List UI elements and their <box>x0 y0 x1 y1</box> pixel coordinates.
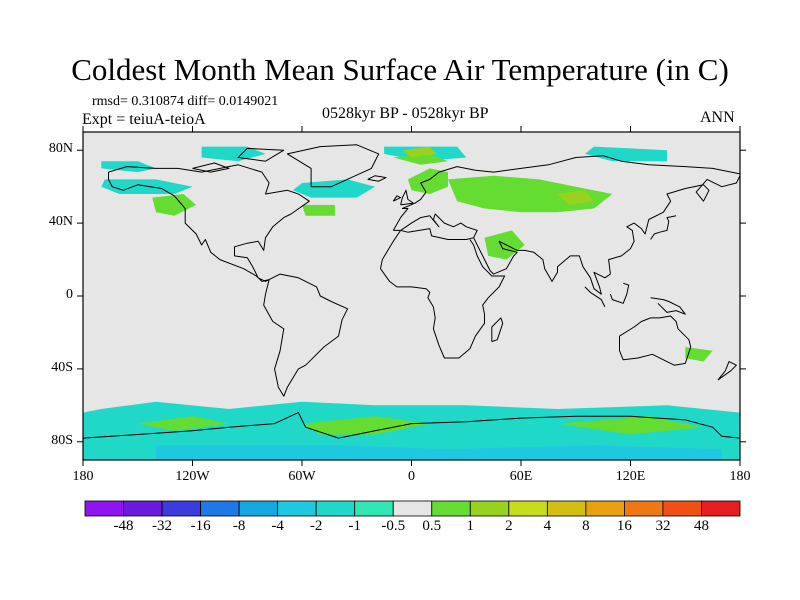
coastline <box>491 317 504 343</box>
colorbar-label: -0.5 <box>381 518 406 534</box>
colorbar-swatch <box>585 500 625 517</box>
colorbar-swatch <box>84 500 124 517</box>
anomaly-region <box>584 146 667 162</box>
colorbar-swatch <box>546 500 587 517</box>
anomaly-region <box>156 445 722 460</box>
anomaly-region <box>484 230 525 260</box>
coastline <box>108 164 310 282</box>
colorbar-label: -1 <box>348 518 361 534</box>
lat-tick-label: 0 <box>66 287 73 302</box>
coastline <box>619 315 692 366</box>
coastline <box>609 282 630 304</box>
colorbar-swatch <box>392 500 433 517</box>
coastline <box>380 239 506 359</box>
lon-tick-label: 120E <box>615 469 646 484</box>
period-label: 0528kyr BP - 0528kyr BP <box>322 105 489 122</box>
colorbar-label: 0.5 <box>422 518 442 534</box>
coastline <box>650 297 686 315</box>
colorbar-swatch <box>161 500 201 517</box>
colorbar-swatch <box>315 500 356 517</box>
anomaly-region <box>557 190 594 205</box>
season-label: ANN <box>700 109 735 126</box>
coastline <box>286 144 380 188</box>
colorbar-swatch <box>123 500 163 517</box>
anomaly-region <box>201 146 266 162</box>
anomaly-region <box>685 347 713 362</box>
colorbar-swatch <box>354 500 394 517</box>
coastline <box>650 215 677 240</box>
coastline <box>473 175 740 295</box>
anomaly-region <box>407 168 448 194</box>
lat-tick-label: 40N <box>48 214 73 230</box>
colorbar-swatch <box>431 500 471 517</box>
figure-title: Coldest Month Mean Surface Air Temperatu… <box>71 52 729 87</box>
colorbar-swatch <box>662 500 702 517</box>
lon-tick-label: 120W <box>175 469 210 484</box>
experiment-label: Expt = teiuA-teioA <box>82 111 206 128</box>
anomaly-region <box>393 153 448 165</box>
colorbar-swatch <box>701 500 741 517</box>
lon-tick-label: 180 <box>72 469 94 484</box>
lon-tick-label: 0 <box>408 469 415 484</box>
colorbar-swatch <box>624 500 664 517</box>
colorbar-label: 4 <box>543 518 552 534</box>
coastline <box>717 361 737 381</box>
coastline <box>584 286 606 308</box>
colorbar-label: 1 <box>466 518 475 534</box>
colorbar-label: -8 <box>232 518 246 534</box>
anomaly-region <box>137 416 229 431</box>
coastline <box>393 213 478 240</box>
colorbar-label: 16 <box>616 518 632 534</box>
anomaly-region <box>302 204 335 216</box>
colorbar-label: 32 <box>655 518 671 534</box>
coastline <box>400 189 414 206</box>
lat-tick-label: 80S <box>51 432 73 448</box>
colorbar-swatch <box>469 500 510 517</box>
colorbar-swatch <box>508 500 548 517</box>
lon-tick-label: 180 <box>729 469 751 484</box>
anomaly-region <box>557 416 704 435</box>
coastline <box>392 195 402 202</box>
colorbar-swatch <box>238 500 279 517</box>
coastline <box>380 230 402 269</box>
colorbar-label: 8 <box>582 518 590 534</box>
coastline <box>237 147 285 162</box>
coastline <box>192 162 230 173</box>
colorbar-label: -16 <box>190 518 211 534</box>
colorbar-label: -4 <box>271 518 284 534</box>
coastline <box>367 175 387 182</box>
lon-tick-label: 60E <box>509 469 533 484</box>
anomaly-region <box>302 416 430 435</box>
colorbar-swatch <box>200 500 240 517</box>
coastline <box>392 155 740 231</box>
lat-tick-label: 40S <box>51 359 73 375</box>
coastline <box>83 412 740 439</box>
colorbar-label: -2 <box>309 518 323 534</box>
colorbar-swatch <box>277 500 317 517</box>
colorbar-label: -48 <box>113 518 134 534</box>
lon-tick-label: 60W <box>288 469 316 484</box>
lat-tick-label: 80N <box>48 141 73 157</box>
colorbar-label: -32 <box>152 518 173 534</box>
coastline <box>263 273 349 397</box>
anomaly-region <box>292 179 375 198</box>
stats-text: rmsd= 0.310874 diff= 0.0149021 <box>92 94 279 109</box>
colorbar-label: 2 <box>505 518 513 534</box>
coastlines <box>83 144 740 439</box>
colorbar-label: 48 <box>693 518 709 534</box>
anomaly-region <box>402 146 437 158</box>
